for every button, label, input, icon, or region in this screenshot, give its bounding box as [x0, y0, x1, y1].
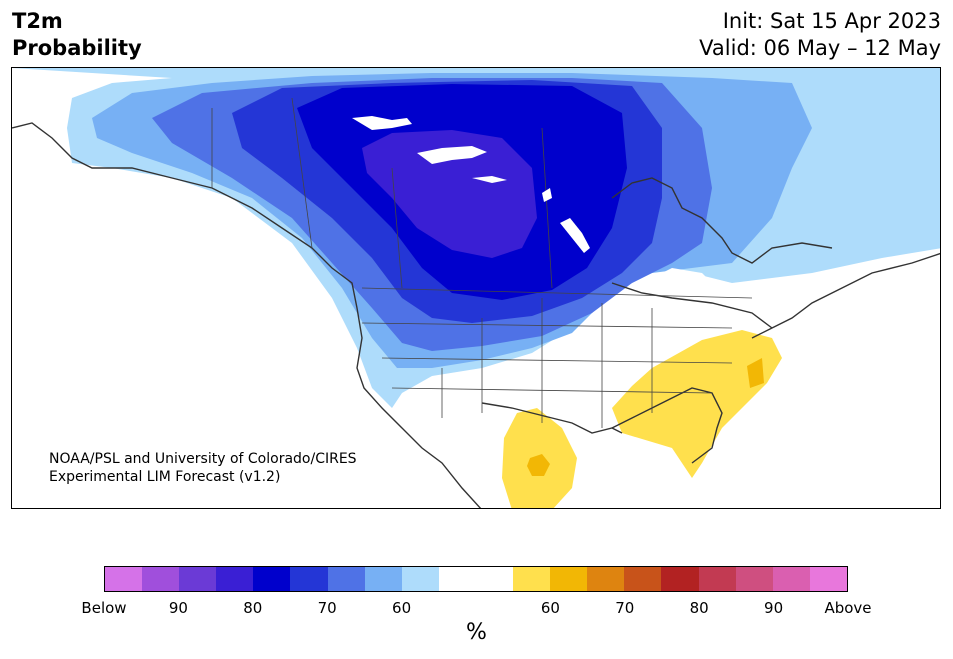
colorbar-swatch: [513, 567, 551, 591]
colorbar-tick-label: Below: [81, 599, 127, 617]
credit-line-2: Experimental LIM Forecast (v1.2): [49, 469, 281, 485]
credit-line-1: NOAA/PSL and University of Colorado/CIRE…: [49, 451, 357, 467]
forecast-map: [11, 67, 941, 509]
colorbar-swatch: [624, 567, 662, 591]
colorbar-tick-label: 60: [540, 599, 560, 617]
credit-text: NOAA/PSL and University of Colorado/CIRE…: [49, 450, 357, 486]
colorbar-swatch: [735, 567, 773, 591]
colorbar-swatch: [179, 567, 217, 591]
map-canvas: [12, 68, 940, 508]
lakes: [352, 116, 712, 288]
colorbar-swatch: [364, 567, 402, 591]
zone-yellow-65: [527, 454, 550, 476]
init-date: Init: Sat 15 Apr 2023: [722, 9, 941, 33]
title-right: Init: Sat 15 Apr 2023 Valid: 06 May – 12…: [699, 8, 941, 62]
colorbar-swatch: [550, 567, 588, 591]
colorbar-swatch: [587, 567, 625, 591]
state-borders: [211, 97, 753, 428]
zone-yellow-60: [612, 330, 782, 478]
colorbar-swatch: [142, 567, 180, 591]
colorbar-units: %: [466, 620, 487, 645]
colorbar-tick-label: 60: [392, 599, 412, 617]
colorbar-swatch: [216, 567, 254, 591]
colorbar-swatch: [772, 567, 810, 591]
colorbar-swatch: [661, 567, 699, 591]
zone-yellow-65-east: [747, 358, 764, 388]
title-type: Probability: [12, 36, 142, 60]
colorbar-swatch: [253, 567, 291, 591]
colorbar-swatch: [401, 567, 439, 591]
colorbar-tick-label: 70: [615, 599, 635, 617]
coastlines: [12, 122, 940, 508]
colorbar-swatch: [290, 567, 328, 591]
colorbar-tick-label: 80: [689, 599, 709, 617]
colorbar-swatch: [809, 567, 847, 591]
colorbar-swatch: [698, 567, 736, 591]
colorbar-labels: Below 90 80 70 60 60 70 80 90 Above: [81, 599, 871, 619]
colorbar-swatch: [105, 567, 143, 591]
colorbar-tick-label: 90: [168, 599, 188, 617]
title-variable: T2m: [12, 9, 63, 33]
colorbar-tick-label: 70: [317, 599, 337, 617]
colorbar-tick-label: Above: [824, 599, 872, 617]
colorbar-swatch: [327, 567, 365, 591]
colorbar-swatch: [438, 567, 514, 591]
zone-blue-85: [362, 130, 537, 258]
colorbar-tick-label: 80: [243, 599, 263, 617]
colorbar: [104, 566, 848, 592]
title-left: T2m Probability: [12, 8, 142, 62]
valid-range: Valid: 06 May – 12 May: [699, 36, 941, 60]
colorbar-tick-label: 90: [764, 599, 784, 617]
